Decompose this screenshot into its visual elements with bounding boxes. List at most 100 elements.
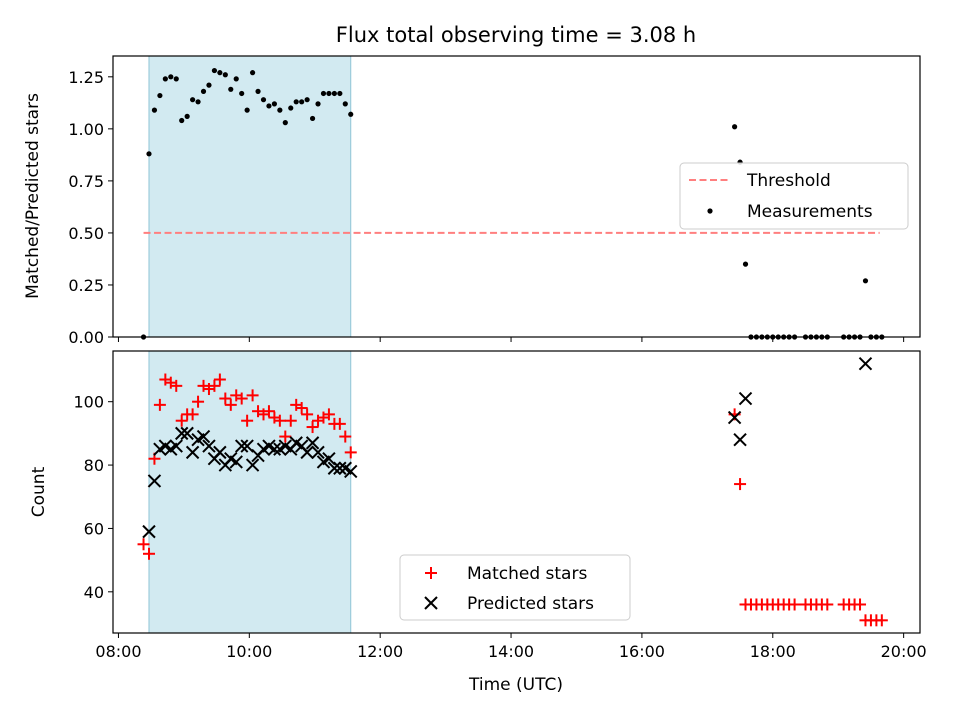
x-tick-label: 12:00 xyxy=(357,642,403,661)
predicted-stars-point xyxy=(322,452,336,466)
y-tick-label: 80 xyxy=(84,456,104,475)
predicted-stars-point xyxy=(142,524,156,539)
matched-stars-point xyxy=(301,408,314,421)
matched-stars-point xyxy=(295,402,308,415)
measurements-point xyxy=(244,107,250,113)
legend-predicted-swatch xyxy=(424,596,438,610)
measurements-point xyxy=(222,72,228,78)
measurements-point xyxy=(162,76,168,82)
measurements-point xyxy=(249,70,256,76)
bottom-legend: Matched stars Predicted stars xyxy=(399,554,631,621)
predicted-stars-point xyxy=(196,429,211,444)
matched-stars-point xyxy=(734,478,747,491)
matched-stars-point xyxy=(186,408,199,421)
measurements-point xyxy=(151,107,158,113)
y-tick-label: 1.00 xyxy=(68,120,104,139)
measurements-point xyxy=(266,103,272,109)
predicted-stars-point xyxy=(147,474,162,488)
x-tick-label: 10:00 xyxy=(226,642,272,661)
measurements-point xyxy=(255,88,261,94)
top-panel-frame xyxy=(112,55,921,338)
measurements-point xyxy=(320,90,327,97)
measurements-point xyxy=(288,105,294,111)
measurements-point xyxy=(271,101,277,107)
y-tick-label: 0.25 xyxy=(68,276,104,295)
predicted-stars-point xyxy=(169,439,183,453)
measurements-point xyxy=(277,107,283,113)
y-tick-label: 40 xyxy=(84,583,104,602)
predicted-stars-point xyxy=(733,433,747,447)
measurements-point xyxy=(239,90,245,97)
x-tick-label: 14:00 xyxy=(488,642,534,661)
measurements-point xyxy=(217,70,223,76)
measurements-point xyxy=(348,111,354,117)
matched-stars-point xyxy=(170,379,183,392)
bottom-panel: 08:00 10:00 12:00 14:00 16:00 18:00 20:00 40 60… xyxy=(29,350,927,695)
legend-threshold-label: Threshold xyxy=(746,171,831,191)
predicted-stars-point xyxy=(344,464,358,479)
legend-measurements-label: Measurements xyxy=(747,202,873,222)
shaded-span xyxy=(148,350,352,634)
predicted-stars-point xyxy=(245,458,260,472)
matched-stars-point xyxy=(262,405,275,418)
matched-stars-point xyxy=(192,395,205,408)
bottom-legend-box xyxy=(399,554,631,621)
measurements-point xyxy=(326,90,332,97)
predicted-stars-point xyxy=(213,445,227,460)
predicted-stars-point xyxy=(234,439,249,453)
measurements-point xyxy=(282,120,288,126)
predicted-stars-point xyxy=(180,426,194,441)
shaded-span xyxy=(148,55,352,338)
legend-measurements-swatch xyxy=(707,208,713,214)
chart-title: Flux total observing time = 3.08 h xyxy=(336,23,696,47)
top-ylabel: Matched/Predicted stars xyxy=(23,93,43,299)
predicted-stars-point xyxy=(305,436,320,450)
matched-stars-point xyxy=(854,598,867,611)
matched-stars-point xyxy=(153,398,166,411)
y-tick-label: 0.00 xyxy=(68,328,104,347)
legend-predicted-label: Predicted stars xyxy=(467,594,594,614)
matched-stars-point xyxy=(246,389,259,402)
matched-stars-point xyxy=(322,408,335,421)
legend-matched-swatch xyxy=(425,567,437,579)
matched-stars-point xyxy=(273,414,286,427)
predicted-stars-point xyxy=(858,356,873,371)
measurements-point xyxy=(299,99,305,105)
measurements-point xyxy=(293,99,299,105)
measurements-point xyxy=(233,76,239,82)
matched-stars-point xyxy=(213,373,226,386)
predicted-stars-point xyxy=(333,461,347,475)
matched-stars-point xyxy=(219,392,232,405)
matched-stars-point xyxy=(279,430,292,443)
measurements-point xyxy=(337,90,343,97)
measurements-point xyxy=(179,117,185,124)
matched-stars-point xyxy=(224,398,237,411)
measurements-point xyxy=(146,151,152,157)
matched-stars-point xyxy=(208,379,221,392)
matched-stars-point xyxy=(142,547,155,560)
measurements-point xyxy=(304,97,310,103)
matched-stars-point xyxy=(137,538,150,551)
predicted-stars-point xyxy=(267,442,282,456)
matched-stars-point xyxy=(284,414,297,427)
matched-stars-point xyxy=(333,417,346,430)
measurements-point xyxy=(331,90,337,97)
bottom-ylabel: Count xyxy=(29,466,49,517)
bottom-panel-frame xyxy=(112,350,921,634)
top-legend: Threshold Measurements xyxy=(679,162,909,230)
predicted-stars-point xyxy=(300,445,314,460)
y-tick-label: 0.75 xyxy=(68,172,104,191)
matched-stars-point xyxy=(306,421,319,434)
x-tick-label: 18:00 xyxy=(750,642,796,661)
predicted-stars-point xyxy=(174,426,189,441)
top-panel: 0.00 0.25 0.50 0.75 1.00 1.25 Matched/Predict… xyxy=(23,55,921,347)
predicted-stars-point xyxy=(727,410,742,425)
predicted-stars-point xyxy=(311,445,325,460)
x-tick-label: 20:00 xyxy=(881,642,927,661)
predicted-stars-point xyxy=(738,391,753,406)
x-tick-label: 16:00 xyxy=(619,642,665,661)
matched-stars-point xyxy=(241,414,254,427)
measurements-point xyxy=(200,88,207,94)
measurements-point xyxy=(732,124,738,130)
y-tick-label: 60 xyxy=(84,519,104,538)
